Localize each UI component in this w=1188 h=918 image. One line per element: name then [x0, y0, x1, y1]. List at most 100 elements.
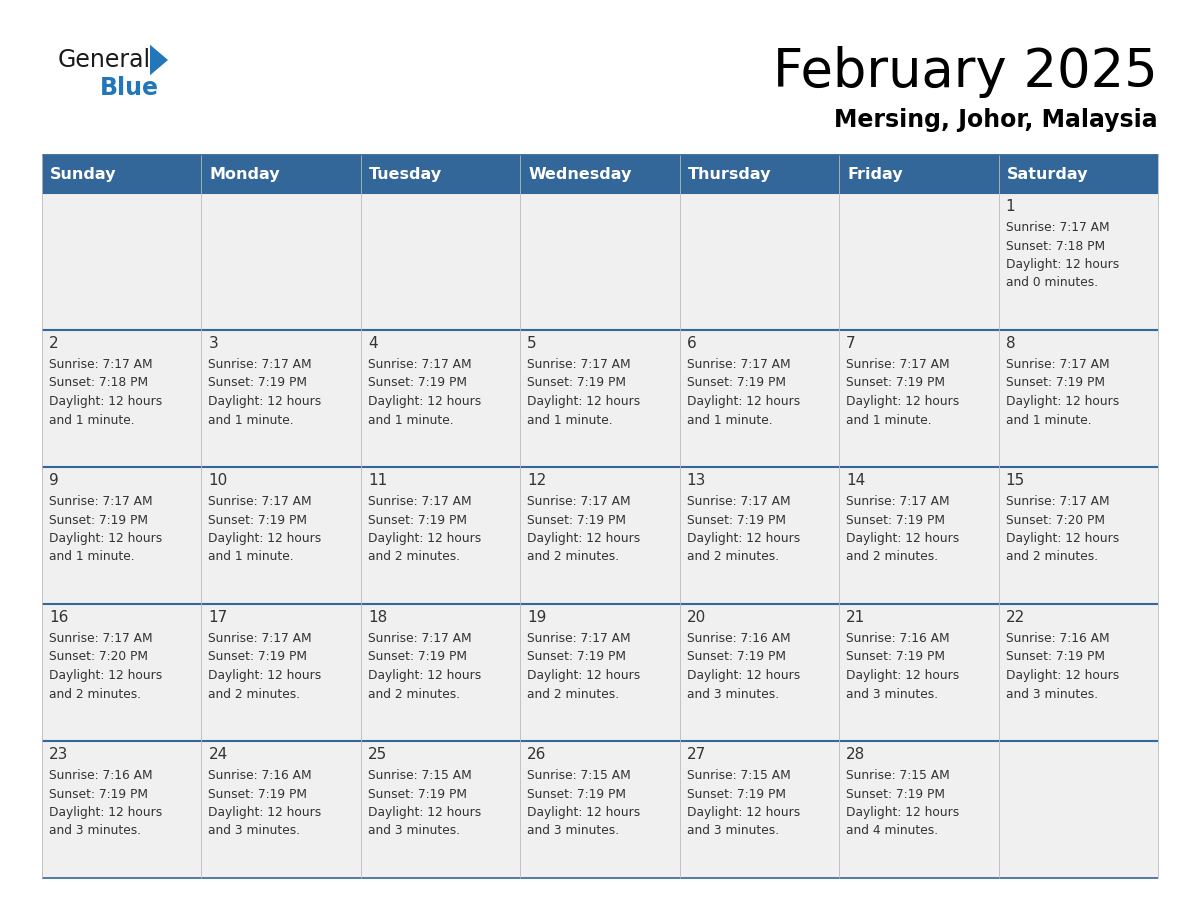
Text: and 0 minutes.: and 0 minutes.: [1005, 276, 1098, 289]
Text: Mersing, Johor, Malaysia: Mersing, Johor, Malaysia: [834, 108, 1158, 132]
Text: and 1 minute.: and 1 minute.: [527, 413, 613, 427]
Text: Sunrise: 7:17 AM: Sunrise: 7:17 AM: [687, 358, 790, 371]
Text: Sunrise: 7:17 AM: Sunrise: 7:17 AM: [846, 495, 949, 508]
Text: Sunset: 7:19 PM: Sunset: 7:19 PM: [687, 651, 785, 664]
Text: Sunrise: 7:17 AM: Sunrise: 7:17 AM: [49, 495, 152, 508]
Text: Sunset: 7:19 PM: Sunset: 7:19 PM: [846, 376, 946, 389]
Text: Sunrise: 7:17 AM: Sunrise: 7:17 AM: [527, 495, 631, 508]
Text: Daylight: 12 hours: Daylight: 12 hours: [846, 806, 960, 819]
Text: 25: 25: [368, 747, 387, 762]
Text: Daylight: 12 hours: Daylight: 12 hours: [1005, 669, 1119, 682]
Text: 4: 4: [368, 336, 378, 351]
Text: Daylight: 12 hours: Daylight: 12 hours: [527, 532, 640, 545]
Text: and 1 minute.: and 1 minute.: [49, 551, 134, 564]
Text: and 2 minutes.: and 2 minutes.: [1005, 551, 1098, 564]
Text: 11: 11: [368, 473, 387, 488]
Text: 9: 9: [49, 473, 58, 488]
Text: Daylight: 12 hours: Daylight: 12 hours: [208, 395, 322, 408]
Text: Sunrise: 7:17 AM: Sunrise: 7:17 AM: [49, 632, 152, 645]
Text: Daylight: 12 hours: Daylight: 12 hours: [846, 532, 960, 545]
Text: Saturday: Saturday: [1006, 166, 1088, 182]
Text: Wednesday: Wednesday: [529, 166, 632, 182]
Text: Sunset: 7:20 PM: Sunset: 7:20 PM: [49, 651, 148, 664]
Text: 6: 6: [687, 336, 696, 351]
Text: and 2 minutes.: and 2 minutes.: [368, 688, 460, 700]
Text: Daylight: 12 hours: Daylight: 12 hours: [1005, 532, 1119, 545]
Text: Daylight: 12 hours: Daylight: 12 hours: [846, 669, 960, 682]
Text: Daylight: 12 hours: Daylight: 12 hours: [687, 395, 800, 408]
Text: Daylight: 12 hours: Daylight: 12 hours: [208, 669, 322, 682]
Text: Thursday: Thursday: [688, 166, 771, 182]
Text: 12: 12: [527, 473, 546, 488]
Text: Sunset: 7:19 PM: Sunset: 7:19 PM: [1005, 376, 1105, 389]
Text: and 2 minutes.: and 2 minutes.: [368, 551, 460, 564]
Text: Sunday: Sunday: [50, 166, 116, 182]
Text: Sunset: 7:19 PM: Sunset: 7:19 PM: [527, 376, 626, 389]
Text: 20: 20: [687, 610, 706, 625]
Text: Sunset: 7:19 PM: Sunset: 7:19 PM: [368, 651, 467, 664]
Text: 23: 23: [49, 747, 69, 762]
Text: 2: 2: [49, 336, 58, 351]
Text: and 1 minute.: and 1 minute.: [1005, 413, 1092, 427]
Text: Sunset: 7:19 PM: Sunset: 7:19 PM: [49, 513, 148, 527]
Text: Sunset: 7:18 PM: Sunset: 7:18 PM: [1005, 240, 1105, 252]
Bar: [42, 155, 1158, 193]
Text: and 3 minutes.: and 3 minutes.: [687, 688, 779, 700]
Text: 8: 8: [1005, 336, 1016, 351]
Text: Sunset: 7:19 PM: Sunset: 7:19 PM: [1005, 651, 1105, 664]
Text: and 1 minute.: and 1 minute.: [208, 551, 295, 564]
Text: Daylight: 12 hours: Daylight: 12 hours: [687, 532, 800, 545]
Text: Daylight: 12 hours: Daylight: 12 hours: [687, 806, 800, 819]
Text: Sunset: 7:19 PM: Sunset: 7:19 PM: [527, 788, 626, 800]
Text: Daylight: 12 hours: Daylight: 12 hours: [527, 395, 640, 408]
Text: Daylight: 12 hours: Daylight: 12 hours: [49, 669, 163, 682]
Text: Sunrise: 7:16 AM: Sunrise: 7:16 AM: [49, 769, 152, 782]
Text: and 3 minutes.: and 3 minutes.: [1005, 688, 1098, 700]
Text: Sunrise: 7:17 AM: Sunrise: 7:17 AM: [687, 495, 790, 508]
Text: Sunset: 7:19 PM: Sunset: 7:19 PM: [208, 376, 308, 389]
Text: Daylight: 12 hours: Daylight: 12 hours: [208, 532, 322, 545]
Text: and 1 minute.: and 1 minute.: [846, 413, 931, 427]
Text: Friday: Friday: [847, 166, 903, 182]
Text: Daylight: 12 hours: Daylight: 12 hours: [49, 395, 163, 408]
Text: and 2 minutes.: and 2 minutes.: [846, 551, 939, 564]
Text: Sunset: 7:19 PM: Sunset: 7:19 PM: [687, 788, 785, 800]
Text: Sunrise: 7:17 AM: Sunrise: 7:17 AM: [49, 358, 152, 371]
Text: Daylight: 12 hours: Daylight: 12 hours: [208, 806, 322, 819]
Text: Daylight: 12 hours: Daylight: 12 hours: [1005, 395, 1119, 408]
Text: and 3 minutes.: and 3 minutes.: [208, 824, 301, 837]
Text: Sunset: 7:19 PM: Sunset: 7:19 PM: [368, 513, 467, 527]
Text: 3: 3: [208, 336, 219, 351]
Text: Sunrise: 7:17 AM: Sunrise: 7:17 AM: [1005, 495, 1110, 508]
Text: Sunrise: 7:16 AM: Sunrise: 7:16 AM: [1005, 632, 1110, 645]
Text: Daylight: 12 hours: Daylight: 12 hours: [687, 669, 800, 682]
Text: Daylight: 12 hours: Daylight: 12 hours: [368, 395, 481, 408]
Text: Sunrise: 7:15 AM: Sunrise: 7:15 AM: [687, 769, 790, 782]
Text: General: General: [58, 48, 151, 72]
Text: Daylight: 12 hours: Daylight: 12 hours: [527, 669, 640, 682]
Text: 27: 27: [687, 747, 706, 762]
Text: 28: 28: [846, 747, 865, 762]
Text: 5: 5: [527, 336, 537, 351]
Text: Sunset: 7:19 PM: Sunset: 7:19 PM: [687, 513, 785, 527]
Text: and 2 minutes.: and 2 minutes.: [527, 551, 619, 564]
Text: 26: 26: [527, 747, 546, 762]
Text: Sunrise: 7:16 AM: Sunrise: 7:16 AM: [208, 769, 312, 782]
Text: Daylight: 12 hours: Daylight: 12 hours: [49, 532, 163, 545]
Text: 18: 18: [368, 610, 387, 625]
Text: and 1 minute.: and 1 minute.: [687, 413, 772, 427]
Text: Sunset: 7:20 PM: Sunset: 7:20 PM: [1005, 513, 1105, 527]
Text: Sunrise: 7:17 AM: Sunrise: 7:17 AM: [527, 632, 631, 645]
Text: Sunset: 7:19 PM: Sunset: 7:19 PM: [527, 651, 626, 664]
Text: Monday: Monday: [209, 166, 280, 182]
Text: Sunrise: 7:17 AM: Sunrise: 7:17 AM: [368, 358, 472, 371]
Text: Sunset: 7:19 PM: Sunset: 7:19 PM: [846, 513, 946, 527]
Text: Sunset: 7:19 PM: Sunset: 7:19 PM: [368, 788, 467, 800]
Text: Sunrise: 7:17 AM: Sunrise: 7:17 AM: [1005, 358, 1110, 371]
Text: 10: 10: [208, 473, 228, 488]
Text: Daylight: 12 hours: Daylight: 12 hours: [368, 806, 481, 819]
Text: and 3 minutes.: and 3 minutes.: [846, 688, 939, 700]
Text: and 3 minutes.: and 3 minutes.: [368, 824, 460, 837]
Text: and 4 minutes.: and 4 minutes.: [846, 824, 939, 837]
Text: and 3 minutes.: and 3 minutes.: [527, 824, 619, 837]
